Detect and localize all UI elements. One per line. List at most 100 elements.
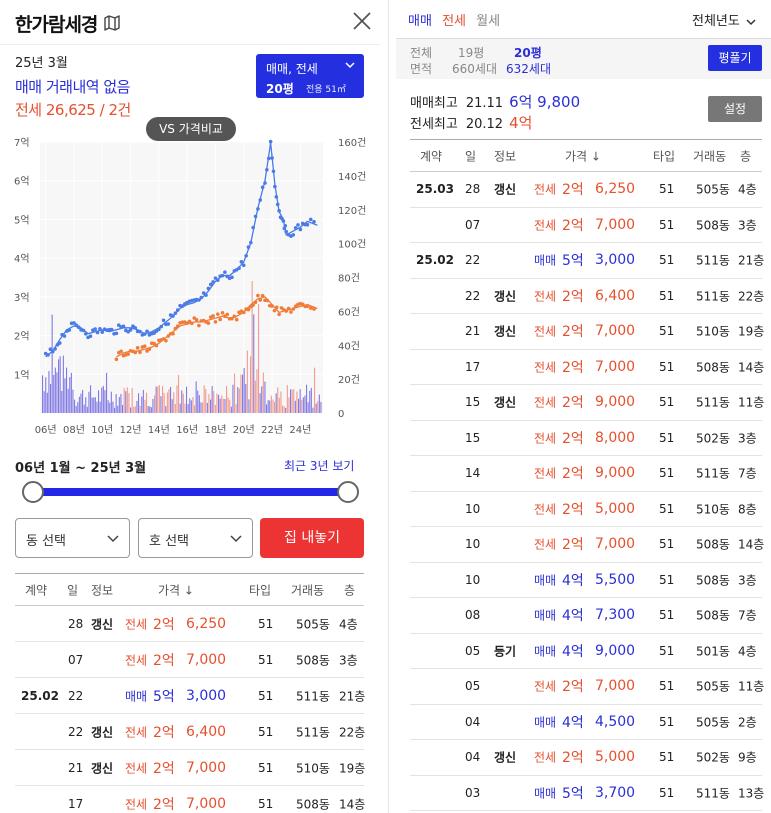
jeonse-point [135,346,140,350]
table-row[interactable]: 22 갱신 전세 2억 6,400 51 511동 22층 [410,279,765,314]
area-19-pyeong[interactable]: 19평 [458,46,485,60]
y-right-tick-label: 120건 [338,205,366,217]
ho-select[interactable]: 호 선택 [138,518,253,558]
volume-bar [299,389,301,413]
col-price-sort[interactable]: 가격 ↓ [158,583,194,597]
jeonse-point [234,317,239,322]
table-row[interactable]: 07 전세 2억 7,000 51 508동 3층 [410,208,762,243]
jeonse-point [154,343,159,348]
tab-monthly[interactable]: 월세 [476,14,501,29]
floor-cell: 14층 [738,537,765,552]
map-icon[interactable] [103,14,121,32]
sale-point [263,181,267,185]
volume-bar [107,400,109,413]
period-label: 25년 3월 [15,56,68,71]
col-info: 정보 [91,583,114,597]
table-row[interactable]: 17 전세 2억 7,000 51 508동 14층 [410,350,764,385]
volume-bar [251,281,253,413]
day-cell: 05 [465,679,481,694]
price-rest-cell: 6,400 [595,287,636,304]
table-row[interactable]: 25.02 22 매매 5억 3,000 51 511동 21층 [410,243,764,279]
area-20-pyeong[interactable]: 20평 [514,46,542,60]
dong-cell: 511동 [696,395,730,410]
close-icon[interactable] [352,11,372,31]
table-row[interactable]: 15 전세 2억 8,000 51 502동 3층 [410,421,762,456]
volume-bar [242,374,244,413]
x-tick-label: 14년 [148,424,170,436]
table-row[interactable]: 17 전세 2억 7,000 51 508동 14층 [15,786,365,813]
volume-bar [214,404,216,413]
area-cell: 51 [659,217,675,232]
y-left-tick-label: 5억 [14,214,30,226]
table-row[interactable]: 05 전세 2억 7,000 51 505동 11층 [410,669,764,705]
dong-select-label: 동 선택 [26,534,67,549]
floor-cell: 13층 [738,786,765,801]
pyeong-toggle-button[interactable]: 평풀기 [708,45,762,71]
slider-start-handle[interactable] [22,481,44,503]
max-jeonse-line: 전세최고 20.12 4억 [410,112,532,133]
volume-bar [258,304,260,413]
volume-bar [256,369,258,413]
price-rest-cell: 9,000 [595,642,636,659]
volume-bar [85,397,87,413]
col-price-sort[interactable]: 가격 ↓ [565,149,601,163]
volume-bar [45,377,47,413]
vs-compare-button[interactable]: VS 가격비교 [146,117,236,141]
table-row[interactable]: 08 매매 4억 7,300 51 508동 7층 [410,598,762,634]
col-day: 일 [465,149,477,163]
col-day: 일 [67,583,79,597]
jeonse-point [133,350,138,355]
sale-point [305,222,310,227]
year-select[interactable]: 전체년도 [692,10,756,29]
volume-bar [310,387,312,413]
x-tick-label: 22년 [261,424,283,436]
sale-point [283,223,288,228]
table-row[interactable]: 10 매매 4억 5,500 51 508동 3층 [410,563,762,598]
list-house-button[interactable]: 집 내놓기 [260,518,364,558]
date-range-slider[interactable] [33,488,348,496]
table-row[interactable]: 05 등기 매매 4억 9,000 51 501동 4층 [410,634,762,669]
dong-cell: 511동 [696,786,730,801]
table-row[interactable]: 22 갱신 전세 2억 6,400 51 511동 22층 [15,714,365,750]
volume-bar [46,392,48,413]
deal-type-selector[interactable]: 매매, 전세 20평 전용 51㎡ [256,54,364,98]
max-sale-price: 6억 9,800 [509,93,581,111]
table-row[interactable]: 10 전세 2억 7,000 51 508동 14층 [410,527,765,563]
table-row[interactable]: 04 매매 4억 4,500 51 505동 2층 [410,705,762,740]
volume-bar [94,397,96,413]
day-cell: 04 [465,750,481,765]
table-row[interactable]: 21 갱신 전세 2억 7,000 51 510동 19층 [410,314,764,350]
sale-point [244,254,248,258]
volume-bar [202,402,204,413]
sale-point [216,278,220,282]
slider-end-handle[interactable] [337,481,359,503]
sale-point [237,266,241,271]
tab-sale[interactable]: 매매 [408,14,432,29]
table-row[interactable]: 07 전세 2억 7,000 51 508동 3층 [15,642,364,678]
table-row[interactable]: 03 매매 5억 3,700 51 511동 13층 [410,776,765,811]
floor-cell: 22층 [738,289,765,304]
volume-bar [54,367,56,413]
table-row[interactable]: 14 전세 2억 9,000 51 511동 7층 [410,456,762,492]
volume-bar [149,406,151,413]
recent-3-years-link[interactable]: 최근 3년 보기 [284,459,355,473]
date-range-label: 06년 1월 ~ 25년 3월 [15,461,147,476]
table-row[interactable]: 04 갱신 전세 2억 5,000 51 502동 9층 [410,740,762,776]
dong-select[interactable]: 동 선택 [15,518,130,558]
tab-jeonse[interactable]: 전세 [442,14,466,29]
volume-bar [78,396,80,413]
info-cell: 갱신 [494,182,517,197]
pyeong-label: 20평 [266,82,294,96]
day-cell: 22 [68,688,84,703]
volume-bar [176,385,178,413]
table-row[interactable]: 25.02 22 매매 5억 3,000 51 511동 21층 [15,678,365,714]
settings-button[interactable]: 설정 [708,96,762,122]
table-row[interactable]: 28 갱신 전세 2억 6,250 51 505동 4층 [15,606,364,642]
jeonse-point [246,307,251,312]
table-row[interactable]: 25.03 28 갱신 전세 2억 6,250 51 505동 4층 [410,172,762,208]
volume-bar [309,390,311,413]
table-row[interactable]: 15 갱신 전세 2억 9,000 51 511동 11층 [410,385,764,421]
volume-bar [222,398,224,413]
table-row[interactable]: 21 갱신 전세 2억 7,000 51 510동 19층 [15,750,365,786]
table-row[interactable]: 10 전세 2억 5,000 51 510동 8층 [410,492,762,527]
